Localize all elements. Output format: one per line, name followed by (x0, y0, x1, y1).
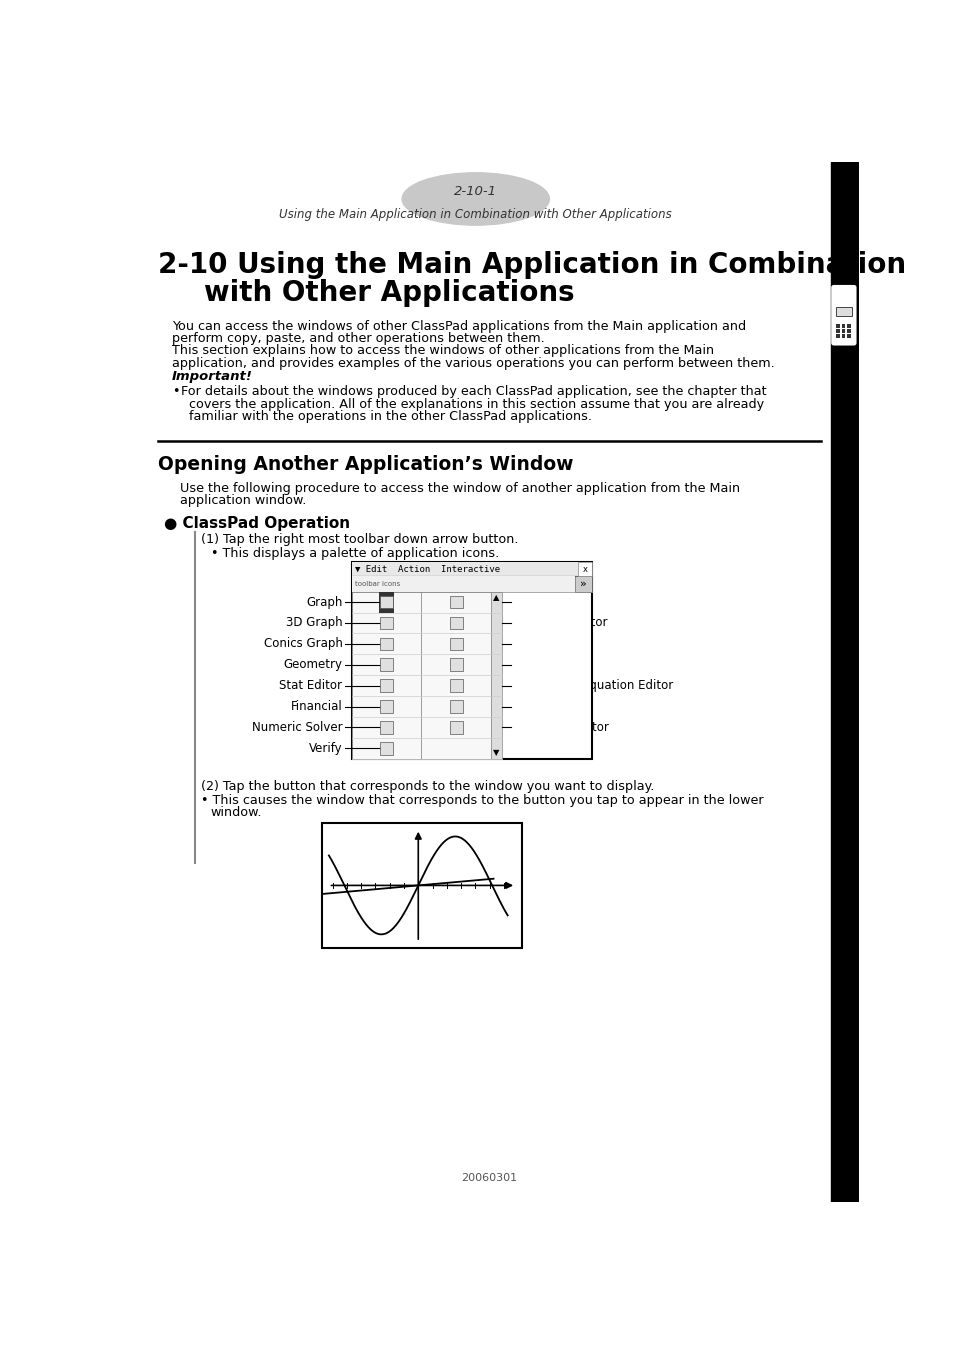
Bar (352, 563, 592, 759)
Text: application, and provides examples of the various operations you can perform bet: application, and provides examples of th… (172, 356, 774, 370)
Text: application window.: application window. (179, 494, 306, 506)
Text: This section explains how to access the windows of other applications from the M: This section explains how to access the … (172, 344, 714, 358)
Bar (491, 591, 501, 759)
Bar (380, 743, 393, 755)
Text: Differential Equation Editor: Differential Equation Editor (512, 679, 673, 693)
Bar (380, 595, 393, 609)
Bar (450, 659, 462, 671)
Text: ▲: ▲ (493, 593, 499, 602)
Text: (1) Tap the right most toolbar down arrow button.: (1) Tap the right most toolbar down arro… (201, 533, 518, 547)
Bar (846, 335, 850, 339)
Bar (380, 721, 393, 733)
Bar (450, 679, 462, 693)
Text: x: x (582, 564, 587, 574)
Bar (380, 679, 393, 693)
Bar (352, 576, 575, 591)
Bar (380, 617, 393, 629)
Text: 3D Graph Editor: 3D Graph Editor (512, 617, 607, 629)
Bar (575, 576, 592, 591)
Text: • This causes the window that corresponds to the button you tap to appear in the: • This causes the window that correspond… (201, 794, 763, 807)
Text: Financial: Financial (291, 701, 342, 713)
Ellipse shape (402, 173, 549, 225)
Bar (835, 306, 851, 316)
Bar (841, 329, 844, 333)
Bar (380, 701, 393, 713)
Text: Conics Editor: Conics Editor (512, 637, 589, 651)
Text: 2-10-1: 2-10-1 (454, 185, 497, 197)
Text: For details about the windows produced by each ClassPad application, see the cha: For details about the windows produced b… (181, 385, 766, 398)
Text: Numeric Solver: Numeric Solver (252, 721, 342, 734)
Bar (846, 329, 850, 333)
Bar (380, 659, 393, 671)
Text: Probability: Probability (512, 701, 575, 713)
Text: toolbar icons: toolbar icons (355, 580, 399, 587)
Bar (450, 617, 462, 629)
Bar (450, 637, 462, 651)
Text: Graph Editor: Graph Editor (512, 595, 587, 609)
Bar (841, 335, 844, 339)
Bar (352, 563, 592, 576)
Text: Spreadsheet: Spreadsheet (512, 659, 586, 671)
Text: ▼: ▼ (493, 748, 499, 757)
Bar (846, 324, 850, 328)
Text: • This displays a palette of application icons.: • This displays a palette of application… (211, 547, 498, 560)
Text: perform copy, paste, and other operations between them.: perform copy, paste, and other operation… (172, 332, 544, 346)
Text: ▼ Edit  Action  Interactive: ▼ Edit Action Interactive (355, 564, 499, 574)
Text: 2-10 Using the Main Application in Combination: 2-10 Using the Main Application in Combi… (158, 251, 905, 278)
Text: ● ClassPad Operation: ● ClassPad Operation (164, 516, 350, 531)
Text: Using the Main Application in Combination with Other Applications: Using the Main Application in Combinatio… (279, 208, 672, 221)
Text: •: • (172, 385, 179, 398)
FancyBboxPatch shape (831, 286, 855, 344)
Bar (421, 591, 491, 759)
Text: covers the application. All of the explanations in this section assume that you : covers the application. All of the expla… (181, 398, 763, 410)
Text: Stat Editor: Stat Editor (279, 679, 342, 693)
Text: window.: window. (211, 806, 262, 819)
Text: familiar with the operations in the other ClassPad applications.: familiar with the operations in the othe… (181, 410, 592, 423)
Bar (322, 822, 521, 948)
Bar (450, 701, 462, 713)
Text: with Other Applications: with Other Applications (204, 279, 575, 306)
Text: Use the following procedure to access the window of another application from the: Use the following procedure to access th… (179, 482, 739, 494)
Bar (380, 637, 393, 651)
Text: You can access the windows of other ClassPad applications from the Main applicat: You can access the windows of other Clas… (172, 320, 745, 333)
Bar (352, 591, 421, 759)
Text: Sequence Editor: Sequence Editor (512, 721, 608, 734)
Bar (450, 721, 462, 733)
Bar (835, 324, 840, 328)
Text: Geometry: Geometry (283, 659, 342, 671)
Bar (450, 595, 462, 609)
Text: (2) Tap the button that corresponds to the window you want to display.: (2) Tap the button that corresponds to t… (201, 780, 654, 794)
Text: Opening Another Application’s Window: Opening Another Application’s Window (158, 455, 573, 474)
Bar (835, 329, 840, 333)
Text: Important!: Important! (172, 370, 253, 383)
Bar (578, 563, 592, 576)
Text: Verify: Verify (309, 741, 342, 755)
Bar (841, 324, 844, 328)
Bar (830, 162, 858, 1202)
Bar (378, 591, 394, 613)
Bar (835, 335, 840, 339)
Text: 3D Graph: 3D Graph (286, 617, 342, 629)
Text: 20060301: 20060301 (460, 1173, 517, 1184)
Text: Conics Graph: Conics Graph (263, 637, 342, 651)
Text: Graph: Graph (306, 595, 342, 609)
Text: »: » (579, 579, 586, 589)
